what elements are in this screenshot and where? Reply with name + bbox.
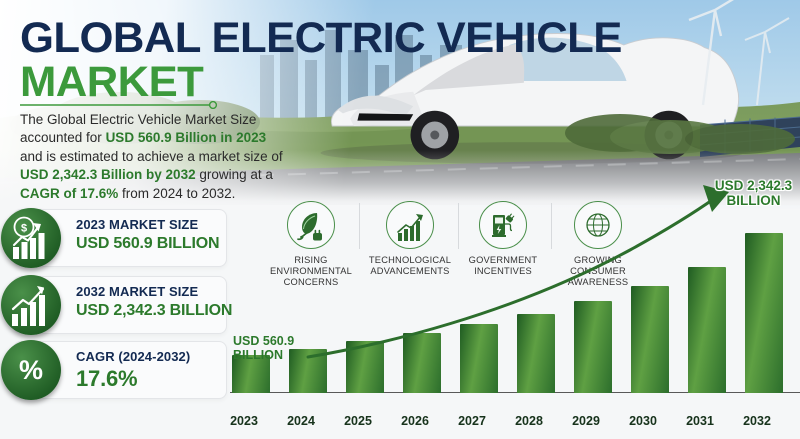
svg-text:%: % [19, 355, 43, 385]
svg-text:$: $ [21, 223, 27, 235]
